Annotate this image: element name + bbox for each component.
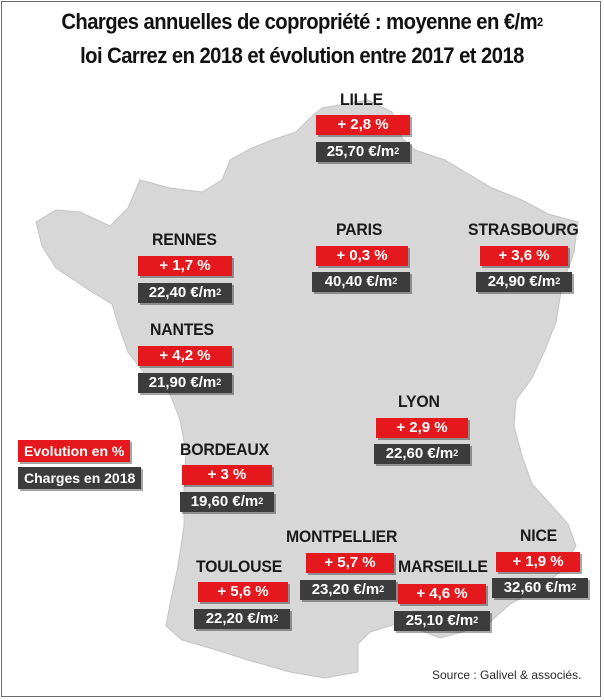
- charges-box-lyon: 22,60 €/m2: [374, 444, 470, 464]
- unit-sup-nice: 2: [571, 582, 577, 592]
- charges-value-toulouse: 22,20: [205, 610, 244, 627]
- charges-value-nantes: 21,90: [148, 374, 187, 391]
- evolution-box-bordeaux: + 3 %: [182, 465, 272, 485]
- title-line-1: Charges annuelles de copropriété : moyen…: [24, 8, 580, 39]
- unit-lyon: €/m: [427, 445, 454, 462]
- city-name-nantes: NANTES: [150, 320, 214, 339]
- unit-rennes: €/m: [190, 284, 217, 301]
- charges-value-rennes: 22,40: [148, 284, 187, 301]
- evolution-box-lyon: + 2,9 %: [376, 418, 468, 438]
- city-name-marseille: MARSEILLE: [398, 557, 488, 576]
- charges-value-lyon: 22,60: [385, 445, 424, 462]
- city-name-lyon: LYON: [398, 392, 440, 411]
- unit-sup-nantes: 2: [216, 377, 222, 387]
- evolution-box-rennes: + 1,7 %: [138, 256, 232, 276]
- evolution-box-lille: + 2,8 %: [316, 115, 410, 135]
- france-shape: [35, 99, 579, 679]
- charges-box-bordeaux: 19,60 €/m2: [180, 492, 274, 512]
- legend-evolution: Evolution en %: [18, 440, 131, 462]
- charges-value-lille: 25,70: [326, 143, 365, 160]
- unit-paris: €/m: [366, 273, 393, 290]
- charges-value-montpellier: 23,20: [311, 581, 350, 598]
- evolution-box-paris: + 0,3 %: [316, 246, 408, 266]
- city-name-paris: PARIS: [336, 220, 383, 239]
- source-credit: Source : Galivel & associés.: [432, 668, 582, 682]
- city-name-montpellier: MONTPELLIER: [286, 527, 398, 546]
- charges-box-rennes: 22,40 €/m2: [138, 283, 232, 303]
- city-name-toulouse: TOULOUSE: [196, 557, 283, 576]
- charges-box-strasbourg: 24,90 €/m2: [476, 272, 572, 292]
- charges-box-toulouse: 22,20 €/m2: [194, 609, 290, 629]
- charges-box-nice: 32,60 €/m2: [492, 578, 588, 598]
- unit-sup-marseille: 2: [473, 615, 479, 625]
- charges-value-nice: 32,60: [503, 579, 542, 596]
- legend-charges: Charges en 2018: [18, 467, 142, 489]
- unit-sup-strasbourg: 2: [555, 276, 561, 286]
- title-line-2: loi Carrez en 2018 et évolution entre 20…: [80, 43, 524, 68]
- unit-marseille: €/m: [447, 612, 474, 629]
- city-name-lille: LILLE: [340, 90, 383, 109]
- unit-sup-toulouse: 2: [273, 613, 279, 623]
- evolution-box-toulouse: + 5,6 %: [198, 582, 288, 602]
- evolution-box-nantes: + 4,2 %: [138, 346, 232, 366]
- unit-sup-montpellier: 2: [379, 584, 385, 594]
- unit-sup-lyon: 2: [453, 448, 459, 458]
- charges-value-paris: 40,40: [324, 273, 363, 290]
- unit-strasbourg: €/m: [529, 273, 556, 290]
- charges-box-montpellier: 23,20 €/m2: [300, 580, 396, 600]
- unit-toulouse: €/m: [247, 610, 274, 627]
- unit-lille: €/m: [368, 143, 395, 160]
- charges-box-paris: 40,40 €/m2: [312, 272, 410, 292]
- unit-nice: €/m: [545, 579, 572, 596]
- city-name-bordeaux: BORDEAUX: [180, 440, 269, 459]
- evolution-box-montpellier: + 5,7 %: [306, 553, 394, 573]
- unit-montpellier: €/m: [353, 581, 380, 598]
- unit-sup-lille: 2: [394, 146, 400, 156]
- charges-value-strasbourg: 24,90: [487, 273, 526, 290]
- city-name-nice: NICE: [520, 526, 558, 545]
- unit-nantes: €/m: [190, 374, 217, 391]
- charges-value-bordeaux: 19,60: [190, 493, 229, 510]
- unit-sup-paris: 2: [392, 276, 398, 286]
- city-name-rennes: RENNES: [152, 230, 217, 249]
- title-line-1-text: Charges annuelles de copropriété : moyen…: [61, 9, 538, 34]
- charges-box-nantes: 21,90 €/m2: [138, 373, 232, 393]
- unit-bordeaux: €/m: [232, 493, 259, 510]
- evolution-box-strasbourg: + 3,6 %: [480, 246, 568, 266]
- charges-value-marseille: 25,10: [405, 612, 444, 629]
- unit-sup-rennes: 2: [216, 287, 222, 297]
- unit-sup-bordeaux: 2: [258, 496, 264, 506]
- title-line-1-superscript: 2: [537, 15, 543, 29]
- evolution-box-nice: + 1,9 %: [496, 552, 580, 572]
- charges-box-lille: 25,70 €/m2: [316, 142, 410, 162]
- evolution-box-marseille: + 4,6 %: [398, 584, 486, 604]
- charges-box-marseille: 25,10 €/m2: [394, 611, 490, 631]
- city-name-strasbourg: STRASBOURG: [468, 220, 579, 239]
